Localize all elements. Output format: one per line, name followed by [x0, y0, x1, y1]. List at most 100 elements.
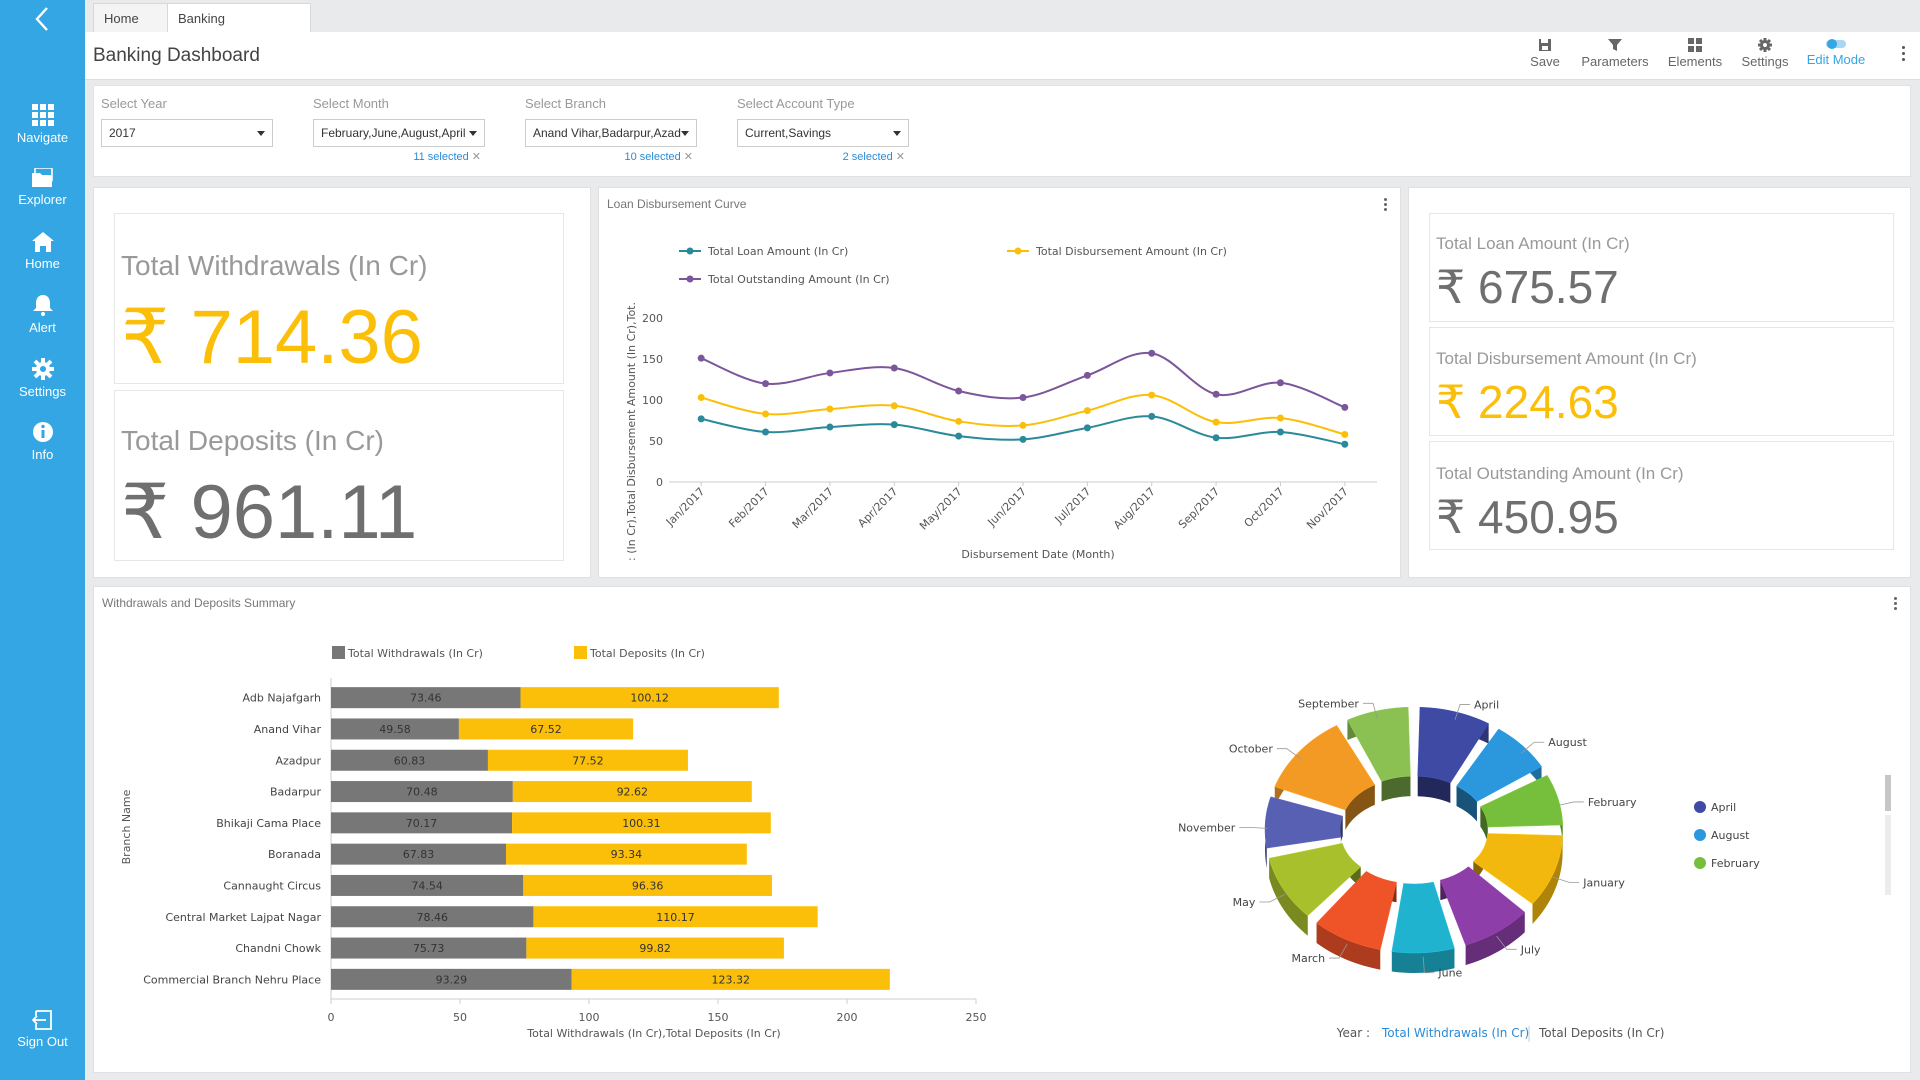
sign-out-button[interactable]: Sign Out: [0, 1010, 85, 1049]
x-axis-title: Total Withdrawals (In Cr),Total Deposits…: [526, 1027, 780, 1040]
data-point: [697, 394, 705, 402]
month-select[interactable]: February,June,August,April: [313, 119, 485, 147]
slice-label: April: [1474, 698, 1499, 711]
donut-slice-side: [1532, 835, 1563, 924]
parameters-button[interactable]: Parameters: [1575, 38, 1655, 69]
kpi-label: Total Outstanding Amount (In Cr): [1436, 464, 1684, 483]
bar-value-label: 100.12: [630, 692, 669, 705]
edit-mode-toggle[interactable]: Edit Mode: [1801, 38, 1871, 67]
slice-label: May: [1233, 896, 1256, 909]
callout-line: [1454, 704, 1471, 720]
y-tick-label: 0: [656, 476, 663, 489]
data-point: [1148, 412, 1156, 420]
panel-menu-icon[interactable]: [1894, 597, 1898, 612]
tab-home[interactable]: Home: [93, 3, 170, 32]
bar-value-label: 93.29: [436, 973, 468, 986]
donut-slice-inner: [1456, 786, 1477, 822]
sidebar-item-alert[interactable]: Alert: [0, 295, 85, 335]
bar-value-label: 67.83: [403, 848, 435, 861]
slice-label: October: [1229, 743, 1273, 756]
tab-banking-dashboard[interactable]: Banking Dashboard×: [167, 3, 311, 55]
footer-option-deposits[interactable]: Total Deposits (In Cr): [1538, 1026, 1664, 1040]
slice-label: January: [1582, 876, 1625, 889]
filter-icon: [1608, 39, 1622, 51]
panel-menu-icon[interactable]: [1384, 198, 1388, 213]
count-text: 2 selected: [842, 151, 893, 163]
save-button[interactable]: Save: [1520, 38, 1570, 69]
data-point: [1148, 391, 1156, 399]
bar-segment: [533, 906, 818, 928]
chart-scrollbar[interactable]: [1885, 775, 1891, 811]
caret-down-icon: [257, 131, 265, 136]
footer-option-withdrawals[interactable]: Total Withdrawals (In Cr): [1381, 1026, 1529, 1040]
toggle-icon: [1826, 39, 1846, 49]
callout-line: [1556, 801, 1584, 807]
bar-value-label: 110.17: [656, 911, 695, 924]
clear-icon[interactable]: ✕: [683, 151, 693, 163]
sidebar-item-home[interactable]: Home: [0, 232, 85, 271]
clear-icon[interactable]: ✕: [471, 151, 481, 163]
more-options-icon[interactable]: [1902, 46, 1908, 61]
data-point: [890, 364, 898, 372]
data-point: [1341, 440, 1349, 448]
bar-value-label: 100.31: [622, 817, 661, 830]
donut-slice: [1472, 833, 1563, 905]
category-label: Commercial Branch Nehru Place: [143, 973, 321, 986]
filter-month: Select Month February,June,August,April …: [313, 96, 485, 163]
data-point: [1341, 430, 1349, 438]
parameters-label: Parameters: [1581, 54, 1649, 69]
callout-line: [1520, 741, 1545, 754]
legend-marker: [1694, 801, 1706, 813]
count-text: 10 selected: [624, 151, 681, 163]
donut-chart: April August February January July June March M…: [1178, 697, 1760, 1042]
save-icon: [1539, 39, 1551, 51]
category-label: Adb Najafgarh: [243, 692, 321, 705]
data-point: [1276, 428, 1284, 436]
bar-segment: [331, 968, 572, 990]
sign-out-label: Sign Out: [17, 1034, 68, 1049]
caret-down-icon: [469, 131, 477, 136]
chart-scroll-track: [1885, 815, 1891, 895]
year-select[interactable]: 2017: [101, 119, 273, 147]
bar-value-label: 49.58: [379, 723, 411, 736]
y-tick-label: 200: [642, 312, 663, 325]
account-type-select[interactable]: Current,Savings: [737, 119, 909, 147]
data-point: [697, 354, 705, 362]
branch-select[interactable]: Anand Vihar,Badarpur,Azad: [525, 119, 697, 147]
bar-value-label: 60.83: [394, 754, 426, 767]
x-axis-title: Disbursement Date (Month): [961, 548, 1114, 561]
sidebar-item-info[interactable]: Info: [0, 421, 85, 462]
panel-title: Withdrawals and Deposits Summary: [102, 596, 296, 610]
x-tick-label: Feb/2017: [726, 485, 771, 530]
clear-icon[interactable]: ✕: [895, 151, 905, 163]
bar-value-label: 67.52: [530, 723, 562, 736]
elements-button[interactable]: Elements: [1660, 38, 1730, 69]
kpi-value: ₹ 224.63: [1436, 376, 1619, 428]
settings-button[interactable]: Settings: [1735, 38, 1795, 69]
legend-label: August: [1711, 829, 1750, 842]
bar-segment: [458, 718, 634, 740]
x-tick-label: Nov/2017: [1304, 485, 1351, 532]
tab-label: Home: [104, 11, 139, 26]
folder-icon: [31, 168, 53, 187]
sidebar-item-settings[interactable]: Settings: [0, 358, 85, 399]
sidebar: Navigate Explorer Home Alert Settings: [0, 0, 85, 1080]
filter-bar: Select Year 2017 Select Month February,J…: [93, 85, 1911, 177]
donut-slice-inner: [1417, 776, 1451, 803]
category-label: Anand Vihar: [254, 723, 322, 736]
edit-mode-label: Edit Mode: [1806, 52, 1866, 67]
callout-line: [1259, 893, 1286, 903]
sidebar-item-navigate[interactable]: Navigate: [0, 104, 85, 145]
sidebar-item-label: Info: [31, 447, 54, 462]
sidebar-item-explorer[interactable]: Explorer: [0, 168, 85, 207]
callout-line: [1239, 826, 1268, 829]
x-tick-label: Aug/2017: [1111, 485, 1158, 532]
footer-prefix: Year :: [1336, 1026, 1370, 1040]
data-point: [955, 387, 963, 395]
bar-segment: [331, 843, 507, 865]
kpi-withdrawals: Total Withdrawals (In Cr) ₹ 714.36: [114, 213, 564, 384]
select-value: Anand Vihar,Badarpur,Azad: [533, 126, 681, 140]
back-arrow-icon[interactable]: [28, 4, 58, 34]
x-tick-label: 0: [328, 1011, 335, 1024]
callout-line: [1496, 935, 1517, 950]
